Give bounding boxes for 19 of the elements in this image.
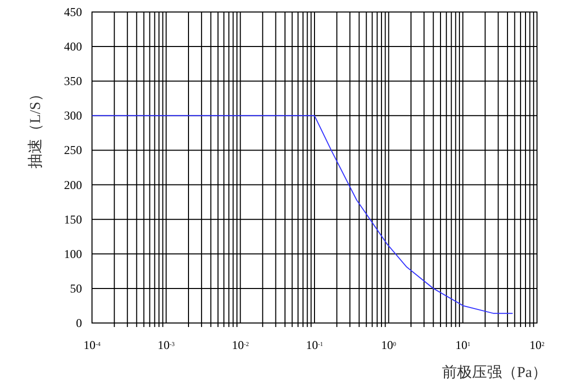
y-tick-label: 350 [64,74,82,88]
y-tick-label: 450 [64,5,82,19]
y-tick-label: 200 [64,178,82,192]
x-tick-label: 10$^{2}$ [530,338,544,352]
y-tick-label: 50 [70,281,82,296]
x-tick-label: 10$^{-1}$ [306,338,323,352]
x-tick-label: 10$^{1}$ [455,338,470,352]
x-tick-label: 10$^{0}$ [381,338,396,352]
x-tick-label: 10$^{-2}$ [232,338,249,352]
y-tick-label: 100 [64,246,82,261]
y-axis-title: 抽速（L/S） [27,86,44,168]
y-tick-label: 150 [64,212,82,226]
x-tick-label: 10$^{-3}$ [158,338,175,352]
y-tick-label: 0 [76,316,82,330]
y-tick-label: 250 [64,143,82,158]
y-tick-label: 300 [64,108,82,123]
x-axis-title: 前极压强（Pa） [442,364,547,381]
y-tick-label: 400 [64,40,82,54]
x-tick-label: 10$^{-4}$ [84,338,100,352]
